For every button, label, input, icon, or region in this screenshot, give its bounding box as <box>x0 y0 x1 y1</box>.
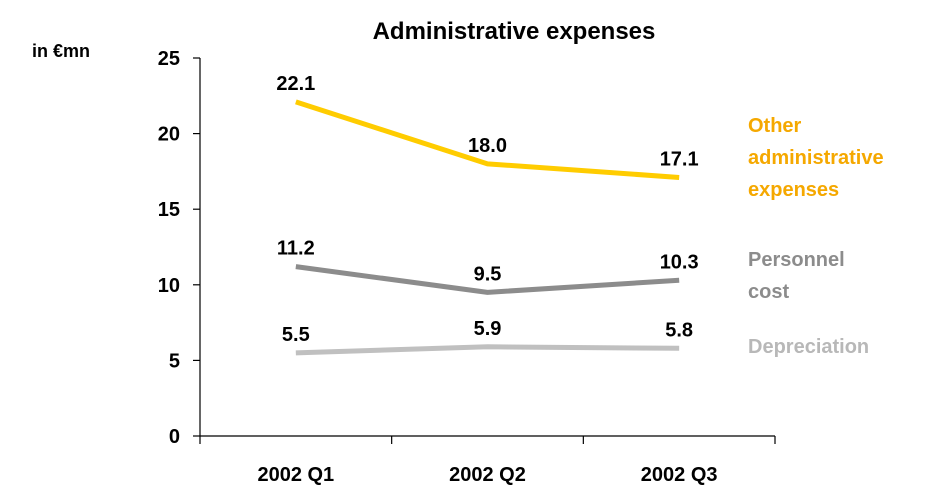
data-label: 5.5 <box>282 324 310 346</box>
y-tick-label: 5 <box>169 350 180 372</box>
legend-label-1: cost <box>748 281 789 303</box>
legend-label-1: Personnel <box>748 249 845 271</box>
y-tick-label: 25 <box>158 48 180 70</box>
data-label: 9.5 <box>474 263 502 285</box>
x-tick-label: 2002 Q1 <box>257 464 334 486</box>
legend-layer: Other administrative expenses Personnel cost… <box>748 115 884 358</box>
data-label: 10.3 <box>660 251 699 273</box>
axes: 0 5 10 15 20 25 2002 Q1 2002 Q2 2002 Q3 <box>158 48 776 486</box>
data-label: 18.0 <box>468 135 507 157</box>
x-tick-label: 2002 Q2 <box>449 464 526 486</box>
x-tick-label: 2002 Q3 <box>641 464 718 486</box>
legend-label-0: Other <box>748 115 802 137</box>
data-label: 11.2 <box>277 238 315 260</box>
legend-label-0: expenses <box>748 179 839 201</box>
legend-label-0: administrative <box>748 147 884 169</box>
series-layer: 22.1 18.0 17.1 11.2 9.5 10.3 5.5 5.9 5.8 <box>276 73 699 356</box>
y-tick-label: 0 <box>169 426 180 448</box>
y-tick-label: 10 <box>158 275 180 297</box>
data-label: 17.1 <box>660 148 699 170</box>
chart-title: Administrative expenses <box>373 18 656 45</box>
data-label: 5.8 <box>665 319 693 341</box>
y-tick-label: 15 <box>158 199 180 221</box>
y-tick-label: 20 <box>158 124 180 146</box>
legend-label-2: Depreciation <box>748 336 869 358</box>
data-label: 5.9 <box>474 318 502 340</box>
y-axis-label: in €mn <box>32 41 90 61</box>
series-line-2 <box>295 344 680 356</box>
data-label: 22.1 <box>276 73 315 95</box>
